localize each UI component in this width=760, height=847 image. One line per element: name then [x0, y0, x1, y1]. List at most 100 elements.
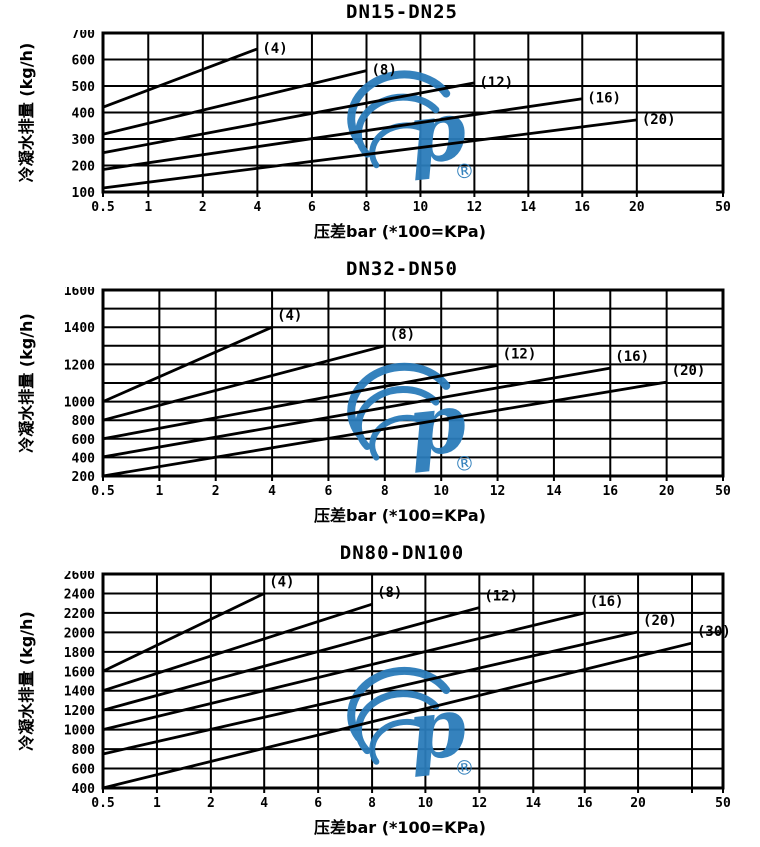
- series-line: [102, 611, 586, 731]
- chart-dn15-dn25: DN15-DN25 p ® (4) (8) (12) (16) (20) 0.5 1 2 4 6 8 10…: [0, 0, 760, 251]
- plot-border: [101, 288, 725, 478]
- x-tick-label: 12: [490, 484, 506, 499]
- x-tick-label: 6: [314, 796, 322, 811]
- y-axis-title: 冷凝水排量 (kg/h): [17, 611, 36, 751]
- x-tick-label: 4: [253, 200, 261, 215]
- x-tick-label: 12: [467, 200, 483, 215]
- x-tick-label: 1: [144, 200, 152, 215]
- series-line: [102, 363, 498, 441]
- brand-logo-watermark: p®: [347, 666, 476, 781]
- series-line: [102, 47, 258, 109]
- y-tick-label: 1200: [64, 704, 95, 719]
- series-label: (8): [372, 63, 397, 79]
- y-tick-label: 2400: [64, 587, 95, 602]
- x-tick-label: 0.5: [91, 200, 114, 215]
- y-tick-label: 300: [72, 133, 96, 148]
- x-axis-title: 压差bar (*100=KPa): [314, 222, 486, 241]
- series-line: [102, 641, 693, 790]
- series-label: (12): [479, 75, 513, 91]
- x-tick-label: 10: [413, 200, 429, 215]
- y-axis-title: 冷凝水排量 (kg/h): [17, 43, 36, 183]
- series-label: (8): [390, 327, 415, 343]
- y-tick-label: 200: [72, 470, 96, 485]
- series-line: [102, 630, 639, 756]
- y-tick-label: 800: [72, 414, 96, 429]
- x-tick-label: 50: [715, 200, 731, 215]
- x-tick-label: 6: [308, 200, 316, 215]
- y-tick-label: 800: [72, 743, 96, 758]
- series-label: (4): [269, 574, 294, 590]
- y-tick-label: 700: [72, 30, 96, 42]
- registered-trademark-icon: ®: [453, 158, 475, 184]
- chart-title: DN80-DN100: [339, 542, 465, 564]
- x-tick-label: 4: [260, 796, 268, 811]
- x-axis-title: 压差bar (*100=KPa): [314, 506, 486, 525]
- series-label: (12): [503, 346, 537, 362]
- logo-swoosh-outer: [347, 70, 451, 145]
- logo-letter: p: [403, 82, 470, 183]
- y-tick-label: 600: [72, 763, 96, 778]
- x-tick-label: 1: [153, 796, 161, 811]
- x-tick-label: 14: [520, 200, 536, 215]
- x-tick-label: 14: [525, 796, 541, 811]
- y-tick-label: 1000: [64, 724, 95, 739]
- series-label: (20): [642, 112, 676, 128]
- y-tick-label: 1200: [64, 358, 95, 373]
- y-tick-label: 500: [72, 80, 96, 95]
- series-line: [102, 606, 480, 712]
- x-tick-label: 20: [630, 796, 646, 811]
- series-line: [102, 325, 273, 403]
- x-tick-label: 12: [472, 796, 488, 811]
- series-label: (30): [697, 624, 731, 640]
- x-tick-label: 20: [659, 484, 675, 499]
- y-tick-label: 1400: [64, 321, 95, 336]
- y-axis-title: 冷凝水排量 (kg/h): [17, 313, 36, 453]
- brand-logo-watermark: p®: [347, 70, 476, 184]
- chart-canvas: p ® (4) (8) (12) (16) (20) 0.5 1 2 4 6 8 10 12 14 16 20 50…: [0, 27, 760, 251]
- plot-border: [101, 31, 725, 194]
- x-tick-label: 2: [199, 200, 207, 215]
- x-axis-title: 压差bar (*100=KPa): [314, 818, 486, 837]
- chart-dn32-dn50: DN32-DN50 p ® (4) (8) (12) (16) (20) 0.5 1 2 4 6 8 10…: [0, 251, 760, 535]
- x-tick-label: 16: [574, 200, 590, 215]
- series-line: [102, 344, 386, 422]
- chart-dn80-dn100: DN80-DN100 p ® (4) (8) (12) (16) (20) (30) 0.5 1 2…: [0, 535, 760, 847]
- x-tick-label: 10: [418, 796, 434, 811]
- series-line: [102, 118, 637, 190]
- y-tick-label: 1600: [64, 287, 95, 299]
- x-tick-label: 50: [715, 484, 731, 499]
- x-tick-label: 14: [546, 484, 562, 499]
- x-tick-label: 1: [155, 484, 163, 499]
- series-label: (16): [590, 594, 624, 610]
- chart-title: DN15-DN25: [346, 1, 458, 23]
- x-tick-label: 2: [207, 796, 215, 811]
- registered-trademark-icon: ®: [453, 755, 475, 781]
- x-tick-label: 16: [577, 796, 593, 811]
- y-tick-label: 2200: [64, 607, 95, 622]
- series-label: (4): [277, 308, 302, 324]
- plot-border: [101, 572, 725, 790]
- x-tick-label: 6: [325, 484, 333, 499]
- y-tick-label: 600: [72, 54, 96, 69]
- y-tick-label: 2000: [64, 626, 95, 641]
- x-tick-label: 50: [715, 796, 731, 811]
- x-tick-label: 10: [433, 484, 449, 499]
- y-tick-label: 400: [72, 782, 96, 797]
- chart-plot: p®(4)(8) (12) (16)(20)(30)0.5 1 2 4 6 8 10 12 14 16…: [17, 568, 731, 837]
- series-label: (4): [262, 41, 287, 57]
- series-label: (8): [377, 585, 402, 601]
- y-tick-label: 2600: [64, 571, 95, 583]
- series-label: (12): [484, 589, 518, 605]
- x-tick-label: 8: [381, 484, 389, 499]
- chart-canvas: p ® (4) (8) (12) (16) (20) (30) 0.5 1 2 4 6 8 10 12 14 16…: [0, 568, 760, 847]
- logo-letter: p: [403, 679, 470, 780]
- registered-trademark-icon: ®: [453, 450, 475, 476]
- series-line: [102, 81, 475, 155]
- series-line: [102, 592, 265, 673]
- series-line: [102, 380, 667, 478]
- x-tick-label: 0.5: [91, 796, 114, 811]
- series-label: (20): [643, 613, 677, 629]
- logo-swoosh-outer: [347, 666, 451, 742]
- series-line: [102, 602, 373, 693]
